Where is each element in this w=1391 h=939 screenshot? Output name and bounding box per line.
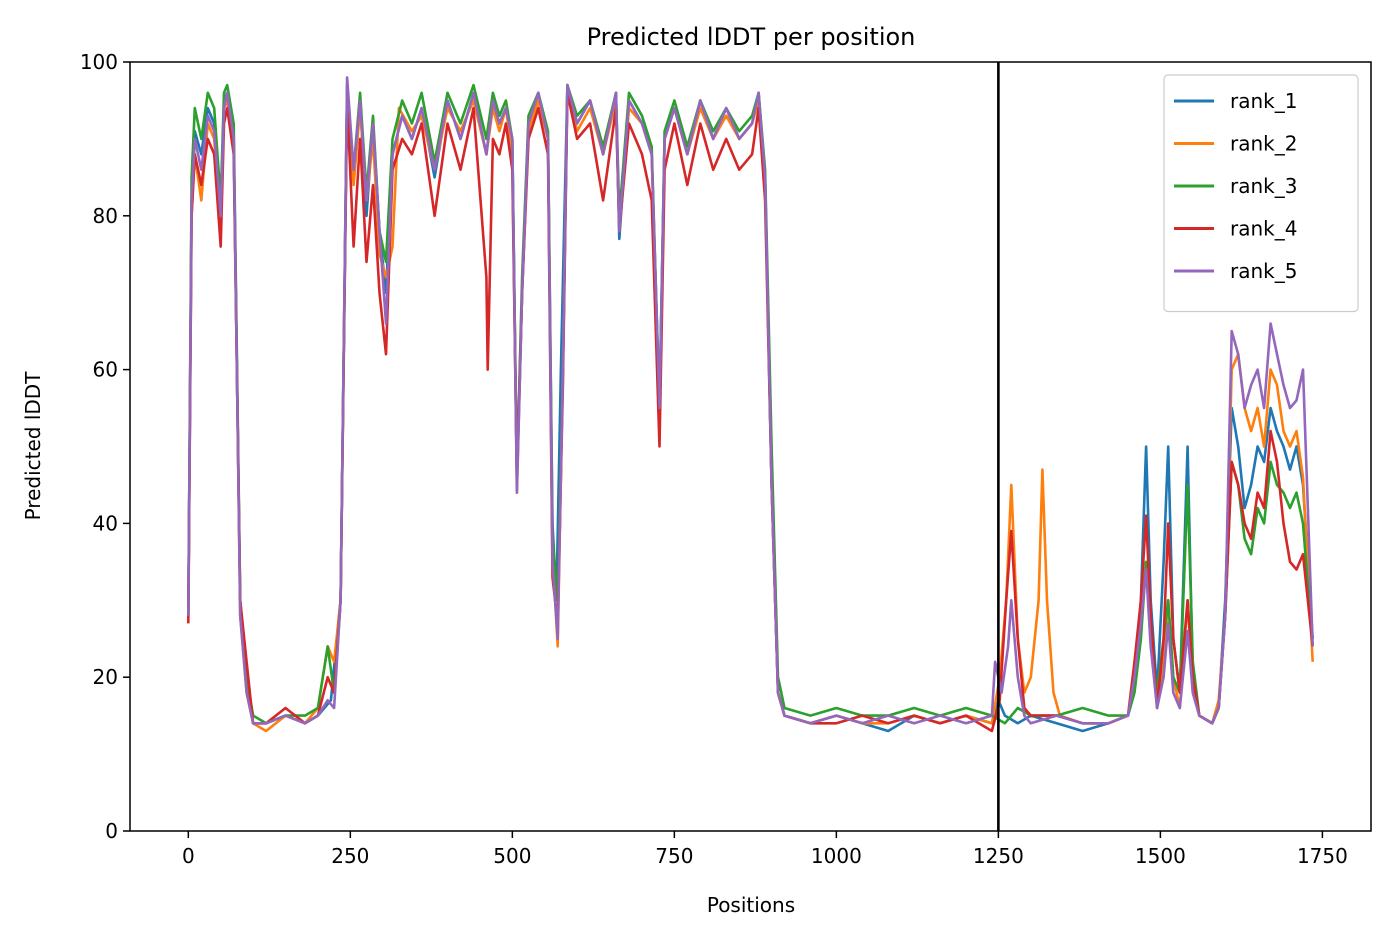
x-tick-label: 500 (493, 844, 531, 868)
y-tick-label: 60 (93, 358, 118, 382)
x-tick-label: 750 (655, 844, 693, 868)
series-line-rank_4 (187, 91, 1314, 733)
legend-label-rank_2: rank_2 (1230, 132, 1297, 156)
plot-frame (129, 61, 1372, 832)
plot-lines (187, 76, 1314, 733)
x-tick-label: 1750 (1297, 844, 1348, 868)
x-tick-label: 1000 (811, 844, 862, 868)
series-line-rank_5 (187, 76, 1314, 725)
x-axis-label: Positions (707, 893, 795, 917)
x-axis-ticks: 0 250 500 750 1000 1250 1500 1750 (182, 831, 1348, 868)
x-tick-label: 1250 (973, 844, 1024, 868)
y-tick-label: 40 (93, 511, 118, 535)
legend-label-rank_1: rank_1 (1230, 89, 1297, 113)
y-axis-label: Predicted lDDT (21, 371, 45, 521)
y-tick-label: 80 (93, 204, 118, 228)
legend-label-rank_5: rank_5 (1230, 259, 1297, 283)
y-axis-ticks: 0 20 40 60 80 100 (80, 50, 130, 843)
y-tick-label: 0 (105, 819, 118, 843)
chart-title: Predicted lDDT per position (587, 23, 916, 51)
legend-label-rank_4: rank_4 (1230, 217, 1297, 241)
y-tick-label: 100 (80, 50, 118, 74)
legend-box (1163, 74, 1359, 313)
legend-label-rank_3: rank_3 (1230, 174, 1297, 198)
legend: rank_1 rank_2 rank_3 rank_4 rank_5 (1163, 74, 1359, 313)
x-tick-label: 250 (331, 844, 369, 868)
x-tick-label: 1500 (1135, 844, 1186, 868)
x-tick-label: 0 (182, 844, 195, 868)
y-tick-label: 20 (93, 665, 118, 689)
